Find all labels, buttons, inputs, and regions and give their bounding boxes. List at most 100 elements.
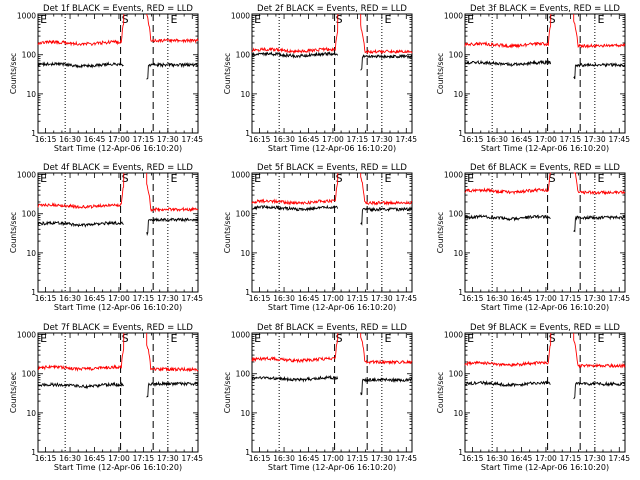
panel-title: Det 6f BLACK = Events, RED = LLD bbox=[470, 163, 620, 173]
x-tick-label: 16:30 bbox=[59, 135, 81, 144]
y-tick-label: 100 bbox=[449, 51, 464, 60]
marker-e: E bbox=[254, 13, 261, 26]
y-tick-label: 10 bbox=[453, 409, 463, 418]
y-tick-label: 1 bbox=[458, 448, 463, 457]
lld-series-line-before bbox=[37, 332, 125, 372]
plot-frame bbox=[37, 13, 199, 134]
x-tick-label: 17:00 bbox=[108, 454, 130, 463]
x-axis-label: Start Time (12-Apr-06 16:10:20) bbox=[481, 463, 609, 472]
x-tick-label: 16:45 bbox=[84, 135, 106, 144]
panel-7: Det 7f BLACK = Events, RED = LLD 1 10 100 10… bbox=[9, 323, 203, 472]
y-tick-label: 1 bbox=[31, 448, 36, 457]
x-tick-label: 16:30 bbox=[486, 454, 508, 463]
x-tick-label: 16:45 bbox=[298, 135, 320, 144]
y-tick-label: 10 bbox=[453, 249, 463, 258]
x-tick-label: 17:00 bbox=[535, 454, 557, 463]
x-tick-label: 16:30 bbox=[59, 294, 81, 303]
y-tick-label: 1000 bbox=[17, 12, 36, 21]
y-tick-label: 1000 bbox=[231, 331, 250, 340]
marker-e: E bbox=[384, 172, 391, 185]
x-tick-label: 17:00 bbox=[322, 294, 344, 303]
x-tick-label: 17:00 bbox=[108, 294, 130, 303]
events-series-line-before bbox=[37, 61, 124, 69]
x-tick-label: 17:00 bbox=[322, 454, 344, 463]
x-axis-label: Start Time (12-Apr-06 16:10:20) bbox=[54, 463, 182, 472]
x-tick-label: 16:30 bbox=[273, 135, 295, 144]
y-tick-label: 10 bbox=[26, 409, 36, 418]
x-tick-label: 16:15 bbox=[249, 135, 271, 144]
y-tick-label: 1000 bbox=[17, 331, 36, 340]
panel-title: Det 4f BLACK = Events, RED = LLD bbox=[43, 163, 193, 173]
x-tick-label: 17:00 bbox=[322, 135, 344, 144]
marker-s: S bbox=[549, 13, 556, 26]
x-tick-label: 17:30 bbox=[157, 454, 179, 463]
x-tick-label: 17:15 bbox=[560, 135, 582, 144]
plot-frame bbox=[251, 172, 413, 293]
plot-frame bbox=[464, 332, 626, 453]
x-tick-label: 17:30 bbox=[584, 135, 606, 144]
x-tick-label: 17:45 bbox=[181, 294, 203, 303]
y-axis-label: Counts/sec bbox=[436, 212, 445, 253]
events-series-line-after bbox=[146, 380, 199, 398]
marker-e: E bbox=[597, 172, 604, 185]
marker-s: S bbox=[122, 332, 129, 345]
y-axis-label: Counts/sec bbox=[223, 212, 232, 253]
lld-series-line-before bbox=[464, 172, 551, 195]
x-tick-label: 17:15 bbox=[560, 454, 582, 463]
events-series-line-after bbox=[573, 62, 626, 80]
x-tick-label: 16:30 bbox=[273, 294, 295, 303]
x-axis-label: Start Time (12-Apr-06 16:10:20) bbox=[268, 463, 396, 472]
x-axis-label: Start Time (12-Apr-06 16:10:20) bbox=[268, 303, 396, 312]
events-series-line-before bbox=[464, 214, 551, 222]
y-axis-label: Counts/sec bbox=[9, 212, 18, 253]
y-tick-label: 1 bbox=[458, 288, 463, 297]
x-tick-label: 17:00 bbox=[535, 294, 557, 303]
y-tick-label: 10 bbox=[26, 249, 36, 258]
y-tick-label: 1000 bbox=[231, 12, 250, 21]
y-tick-label: 1 bbox=[31, 288, 36, 297]
marker-s: S bbox=[122, 13, 129, 26]
x-tick-label: 16:45 bbox=[84, 454, 106, 463]
x-tick-label: 16:45 bbox=[511, 454, 533, 463]
x-axis-label: Start Time (12-Apr-06 16:10:20) bbox=[54, 303, 182, 312]
plot-frame bbox=[464, 13, 626, 134]
x-axis-label: Start Time (12-Apr-06 16:10:20) bbox=[268, 144, 396, 153]
marker-e: E bbox=[254, 172, 261, 185]
marker-e: E bbox=[40, 172, 47, 185]
lld-series-line-before bbox=[251, 13, 339, 54]
panel-8: Det 8f BLACK = Events, RED = LLD 1 10 100 10… bbox=[223, 323, 417, 472]
x-tick-label: 16:30 bbox=[486, 135, 508, 144]
x-tick-label: 16:30 bbox=[273, 454, 295, 463]
y-axis-label: Counts/sec bbox=[9, 372, 18, 413]
x-tick-label: 17:15 bbox=[133, 454, 155, 463]
x-tick-label: 16:15 bbox=[462, 454, 484, 463]
panel-title: Det 1f BLACK = Events, RED = LLD bbox=[43, 4, 193, 14]
x-tick-label: 17:30 bbox=[584, 294, 606, 303]
x-tick-label: 17:45 bbox=[395, 454, 417, 463]
marker-e: E bbox=[40, 332, 47, 345]
x-tick-label: 17:15 bbox=[560, 294, 582, 303]
y-tick-label: 100 bbox=[22, 51, 37, 60]
y-tick-label: 1000 bbox=[17, 171, 36, 180]
lld-series-line-after bbox=[573, 333, 626, 369]
lld-series-line-after bbox=[360, 333, 413, 366]
x-tick-label: 17:45 bbox=[395, 135, 417, 144]
x-tick-label: 16:45 bbox=[511, 294, 533, 303]
panel-title: Det 3f BLACK = Events, RED = LLD bbox=[470, 4, 620, 14]
x-axis-label: Start Time (12-Apr-06 16:10:20) bbox=[481, 144, 609, 153]
events-series-line-after bbox=[360, 376, 413, 396]
x-tick-label: 17:15 bbox=[133, 135, 155, 144]
x-tick-label: 17:00 bbox=[108, 135, 130, 144]
marker-e: E bbox=[597, 332, 604, 345]
marker-e: E bbox=[170, 172, 177, 185]
y-tick-label: 1 bbox=[245, 448, 250, 457]
panel-4: Det 4f BLACK = Events, RED = LLD 1 10 100 10… bbox=[9, 163, 203, 312]
y-tick-label: 1 bbox=[245, 129, 250, 138]
lld-series-line-before bbox=[464, 13, 552, 49]
x-tick-label: 17:15 bbox=[347, 135, 369, 144]
x-tick-label: 16:30 bbox=[59, 454, 81, 463]
x-tick-label: 16:30 bbox=[486, 294, 508, 303]
marker-e: E bbox=[384, 13, 391, 26]
events-series-line-after bbox=[573, 380, 626, 400]
events-series-line-after bbox=[360, 206, 413, 226]
